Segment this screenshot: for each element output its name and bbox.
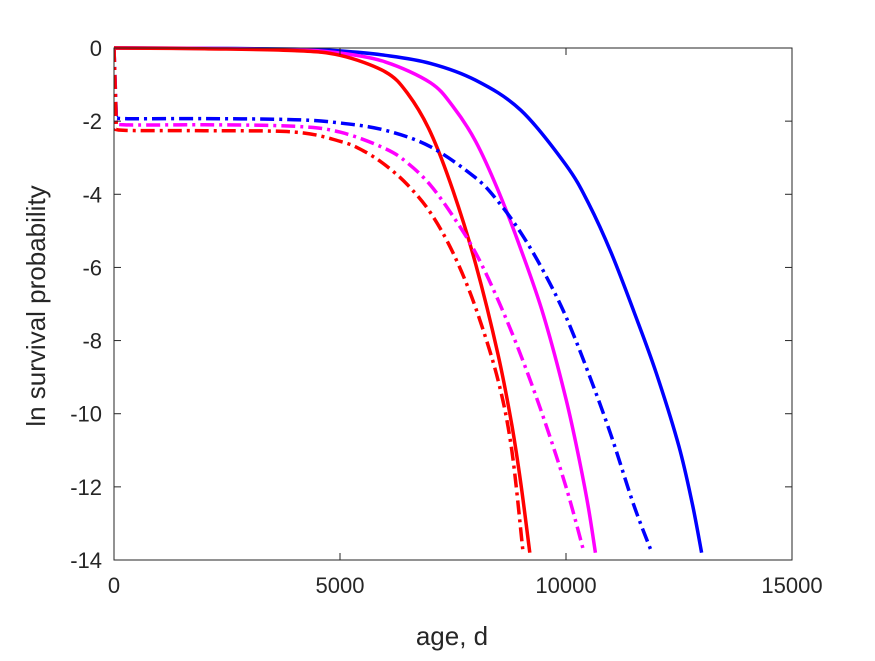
y-tick-label: -4 [82, 182, 102, 207]
plot-area [114, 46, 704, 554]
y-tick-label: -12 [70, 475, 102, 500]
y-tick-label: -8 [82, 329, 102, 354]
x-axis-label: age, d [416, 621, 488, 651]
series-line-6 [114, 47, 525, 553]
x-tick-label: 15000 [761, 573, 822, 598]
x-tick-label: 10000 [535, 573, 596, 598]
y-tick-label: -14 [70, 548, 102, 573]
y-tick-label: -6 [82, 255, 102, 280]
y-tick-label: -10 [70, 402, 102, 427]
y-tick-label: 0 [90, 36, 102, 61]
x-tick-label: 0 [108, 573, 120, 598]
y-tick-label: -2 [82, 109, 102, 134]
y-axis-label: ln survival probability [21, 185, 51, 426]
axes: 0 5000 10000 15000 -14 -12 -10 -8 -6 -4 -2 0 [70, 36, 822, 598]
series-line-3 [114, 46, 532, 553]
series-line-4 [114, 47, 654, 554]
x-tick-label: 5000 [316, 573, 365, 598]
plot-frame [113, 47, 793, 561]
series-line-5 [114, 47, 586, 554]
